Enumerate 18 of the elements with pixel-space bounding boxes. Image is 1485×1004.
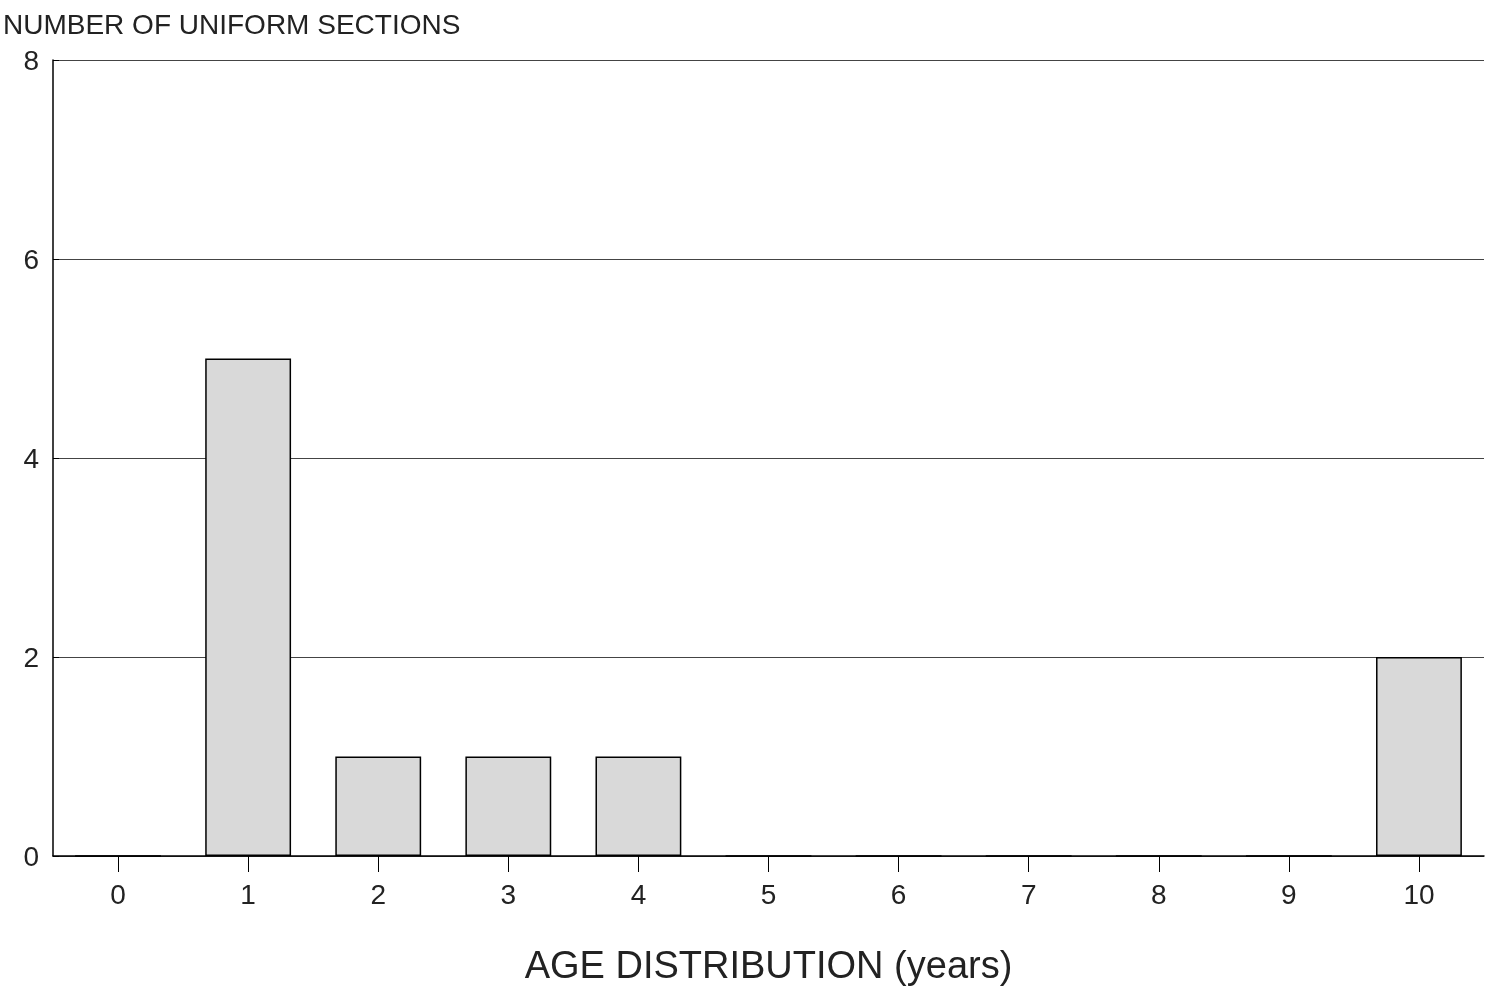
x-tick-label: 2 (370, 878, 387, 910)
y-tick-label: 6 (23, 243, 39, 275)
y-tick-label: 2 (23, 641, 39, 673)
y-tick-label: 4 (23, 442, 39, 474)
y-tick-label: 8 (23, 44, 39, 76)
x-tick-label: 8 (1150, 878, 1167, 910)
x-tick-label: 5 (760, 878, 777, 910)
x-tick-label: 3 (500, 878, 517, 910)
x-tick-label: 0 (110, 878, 126, 910)
y-axis-title: NUMBER OF UNIFORM SECTIONS (3, 8, 461, 40)
x-axis-title: AGE DISTRIBUTION (years) (524, 944, 1013, 986)
x-tick-label: 4 (630, 878, 647, 910)
x-tick-label: 10 (1403, 878, 1435, 910)
x-tick-label: 7 (1020, 878, 1037, 910)
x-tick-label: 9 (1281, 878, 1297, 910)
x-tick-label: 1 (240, 878, 256, 910)
x-tick-label: 6 (890, 878, 907, 910)
y-tick-label: 0 (23, 840, 39, 872)
